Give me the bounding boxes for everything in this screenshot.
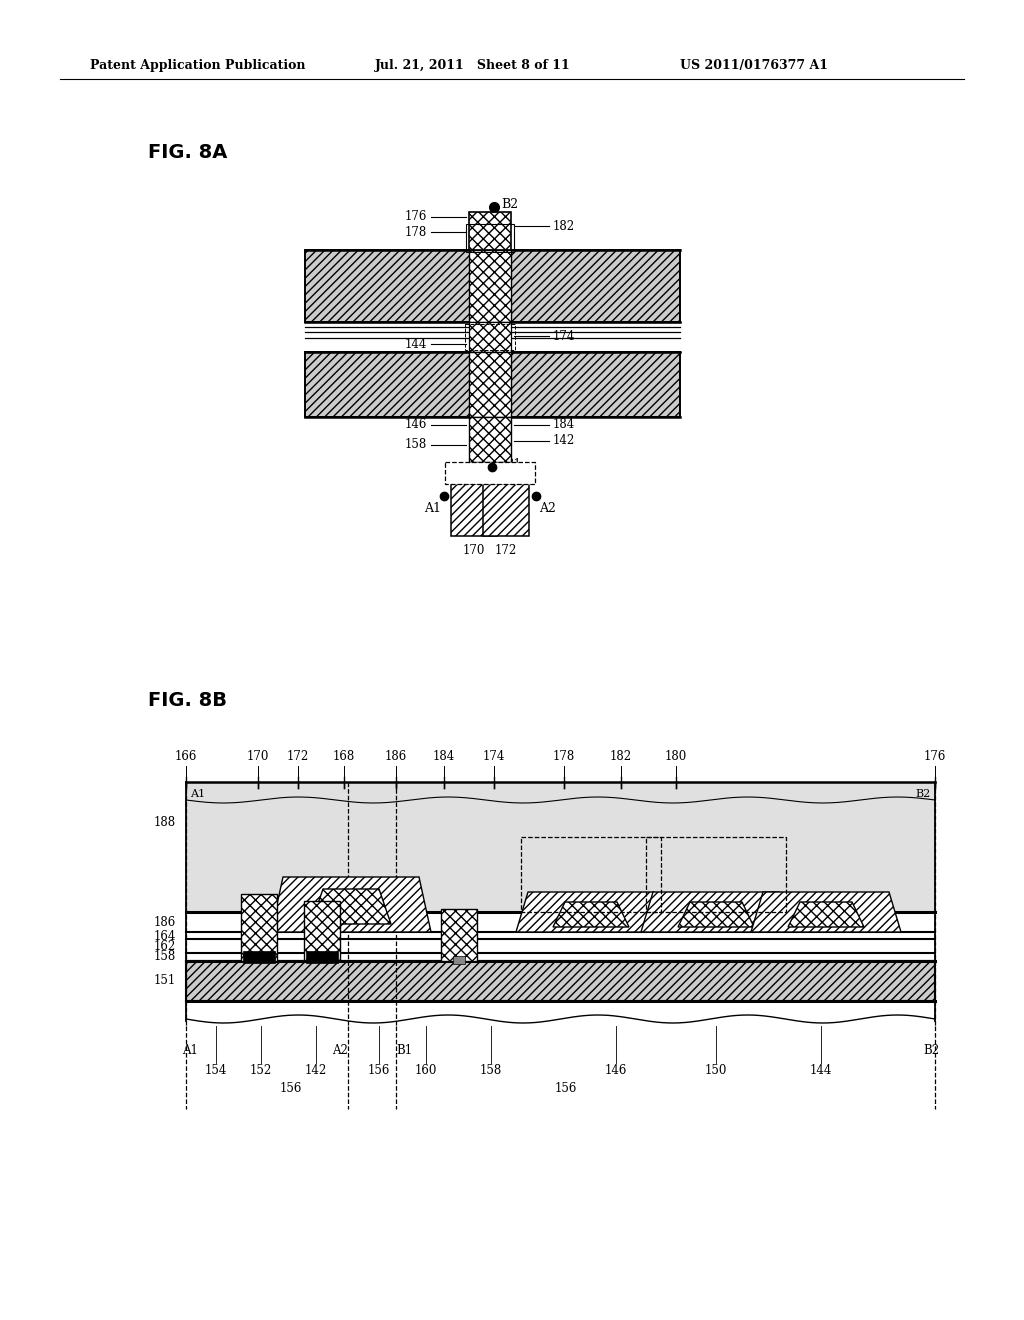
Bar — [469, 322, 511, 352]
Polygon shape — [788, 902, 864, 927]
Text: 180: 180 — [665, 750, 687, 763]
Polygon shape — [553, 902, 629, 927]
Text: 184: 184 — [433, 750, 455, 763]
Text: 152: 152 — [250, 1064, 272, 1077]
Text: 154: 154 — [205, 1064, 227, 1077]
Text: B1: B1 — [504, 458, 521, 471]
Text: 176: 176 — [924, 750, 946, 763]
Text: 164: 164 — [154, 929, 176, 942]
Bar — [305, 352, 680, 417]
Text: B2: B2 — [502, 198, 518, 210]
Text: B1: B1 — [396, 1044, 412, 1057]
Bar — [466, 224, 514, 252]
Text: 186: 186 — [154, 916, 176, 928]
Text: 146: 146 — [605, 1064, 627, 1077]
Text: 142: 142 — [305, 1064, 327, 1077]
Text: 170: 170 — [463, 544, 485, 557]
Bar — [469, 417, 511, 462]
Bar — [465, 323, 515, 350]
Bar — [441, 909, 477, 961]
Bar — [243, 950, 275, 964]
Text: A2: A2 — [539, 502, 556, 515]
Polygon shape — [311, 888, 391, 924]
Bar — [186, 781, 935, 912]
Text: FIG. 8B: FIG. 8B — [148, 690, 227, 710]
Text: 156: 156 — [555, 1082, 578, 1096]
Bar — [646, 837, 786, 912]
Text: 168: 168 — [333, 750, 355, 763]
Text: B2: B2 — [923, 1044, 939, 1057]
Text: 146: 146 — [404, 418, 427, 432]
Text: 162: 162 — [154, 940, 176, 953]
Bar — [483, 484, 529, 536]
Bar — [306, 950, 338, 964]
Bar — [304, 902, 340, 961]
Text: 158: 158 — [154, 950, 176, 964]
Text: 172: 172 — [287, 750, 309, 763]
Text: 174: 174 — [482, 750, 505, 763]
Bar — [241, 894, 278, 961]
Text: 182: 182 — [553, 219, 575, 232]
Polygon shape — [751, 892, 901, 932]
Text: 178: 178 — [553, 750, 575, 763]
Text: 174: 174 — [553, 330, 575, 342]
Text: 186: 186 — [385, 750, 408, 763]
Text: 142: 142 — [553, 434, 575, 447]
Text: A1: A1 — [424, 502, 441, 515]
Bar — [453, 956, 465, 964]
Bar — [469, 213, 511, 249]
Bar — [305, 249, 680, 322]
Text: 156: 156 — [368, 1064, 390, 1077]
Text: A1: A1 — [182, 1044, 198, 1057]
Bar — [445, 462, 535, 484]
Text: 172: 172 — [495, 544, 517, 557]
Text: 160: 160 — [415, 1064, 437, 1077]
Bar — [469, 352, 511, 417]
Bar — [451, 484, 497, 536]
Text: 182: 182 — [610, 750, 632, 763]
Bar — [186, 961, 935, 1001]
Text: 176: 176 — [404, 210, 427, 223]
Text: FIG. 8A: FIG. 8A — [148, 144, 227, 162]
Text: 151: 151 — [154, 974, 176, 987]
Polygon shape — [271, 876, 431, 932]
Text: 188: 188 — [154, 816, 176, 829]
Text: 144: 144 — [810, 1064, 833, 1077]
Polygon shape — [516, 892, 666, 932]
Text: Jul. 21, 2011   Sheet 8 of 11: Jul. 21, 2011 Sheet 8 of 11 — [375, 58, 570, 71]
Text: B2: B2 — [915, 789, 931, 799]
Text: 158: 158 — [480, 1064, 502, 1077]
Bar — [521, 837, 662, 912]
Text: US 2011/0176377 A1: US 2011/0176377 A1 — [680, 58, 828, 71]
Polygon shape — [678, 902, 754, 927]
Text: 150: 150 — [705, 1064, 727, 1077]
Text: 170: 170 — [247, 750, 269, 763]
Bar — [469, 249, 511, 322]
Text: 156: 156 — [280, 1082, 302, 1096]
Text: 158: 158 — [404, 438, 427, 451]
Text: Patent Application Publication: Patent Application Publication — [90, 58, 305, 71]
Text: 184: 184 — [553, 418, 575, 432]
Text: A1: A1 — [190, 789, 205, 799]
Polygon shape — [641, 892, 791, 932]
Text: 166: 166 — [175, 750, 198, 763]
Text: A2: A2 — [332, 1044, 348, 1057]
Text: 144: 144 — [404, 338, 427, 351]
Text: 178: 178 — [404, 226, 427, 239]
